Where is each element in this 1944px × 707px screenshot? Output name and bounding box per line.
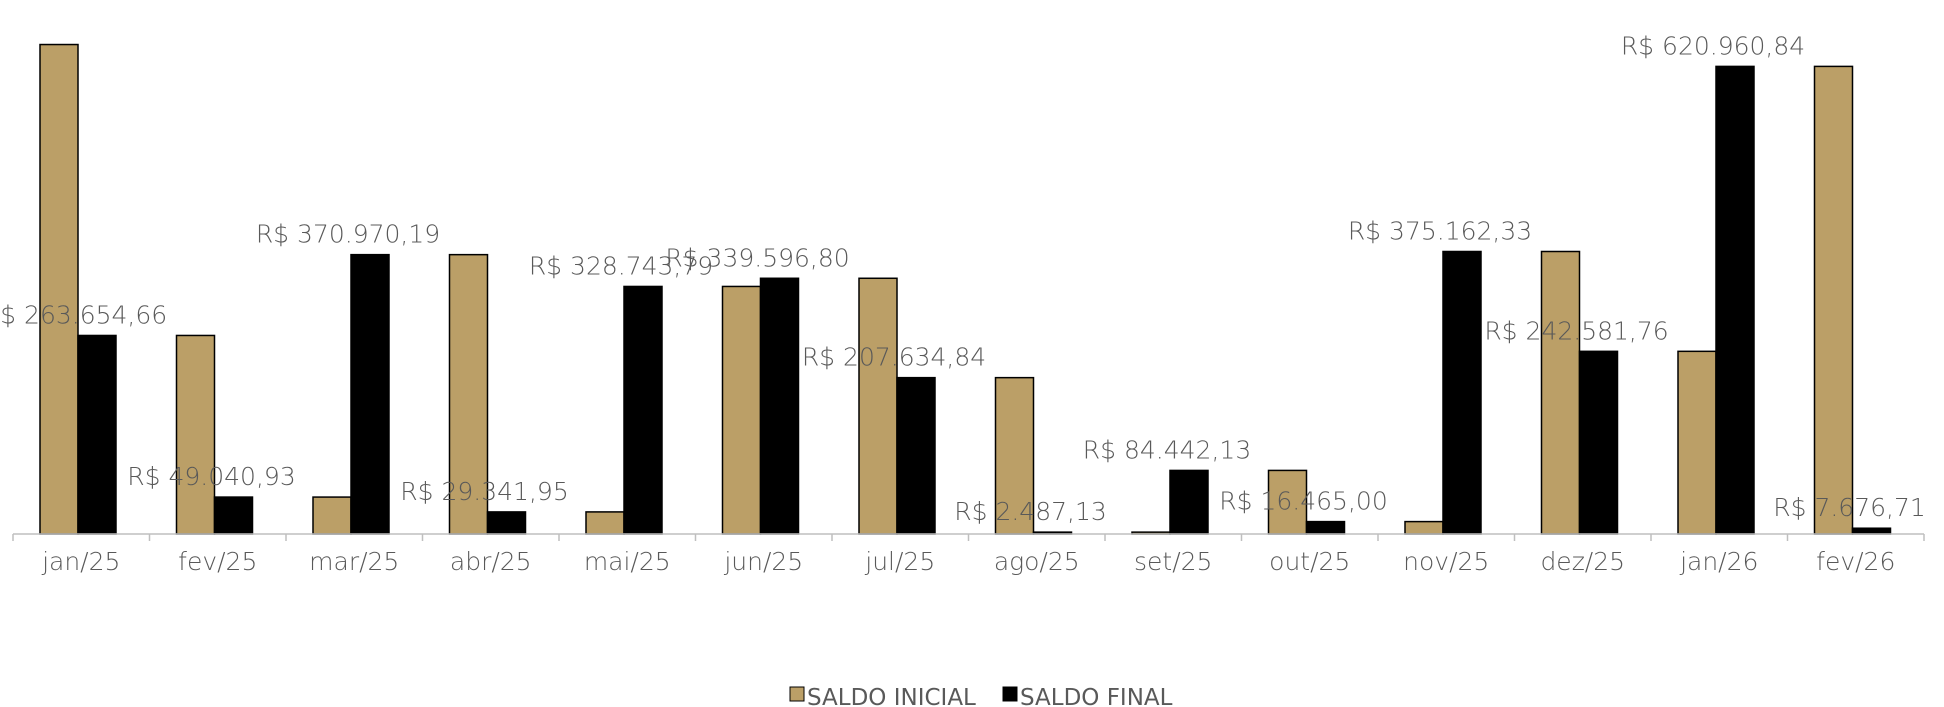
bar-saldo-inicial	[39, 43, 79, 535]
x-tick-label: abr/25	[450, 547, 532, 576]
bar-saldo-final	[896, 376, 936, 535]
bar-saldo-inicial	[1677, 350, 1717, 535]
x-tick-label: jan/26	[1679, 547, 1758, 576]
bar-saldo-inicial	[721, 285, 762, 535]
bar-saldo-inicial	[448, 253, 489, 535]
bar-saldo-final	[1715, 65, 1755, 535]
data-label: R$ 375.162,33	[1348, 216, 1532, 245]
bar-saldo-inicial	[175, 334, 216, 535]
data-label: R$ 16.465,00	[1219, 487, 1387, 516]
x-tick-label: ago/25	[994, 547, 1080, 576]
x-tick-label: set/25	[1134, 547, 1212, 576]
bar-saldo-final	[1169, 469, 1209, 535]
legend-label-saldo-inicial: SALDO INICIAL	[807, 685, 976, 707]
bar-saldo-inicial	[585, 511, 625, 535]
data-label: R$ 620.960,84	[1621, 31, 1805, 60]
bar-saldo-final	[350, 253, 390, 535]
legend-label-saldo-final: SALDO FINAL	[1020, 685, 1173, 707]
legend-swatch-saldo-final	[1002, 686, 1018, 702]
x-tick-label: mai/25	[584, 547, 671, 576]
x-tick-label: out/25	[1269, 547, 1350, 576]
data-label: R$ 339.596,80	[665, 243, 849, 272]
x-tick-label: nov/25	[1403, 547, 1489, 576]
x-tick-label: mar/25	[309, 547, 399, 576]
data-label: R$ 2.487,13	[954, 497, 1107, 526]
x-tick-label: jun/25	[723, 547, 803, 576]
data-label: R$ 328.743,79	[529, 251, 713, 280]
bar-saldo-inicial	[994, 376, 1035, 535]
bar-saldo-final	[77, 334, 117, 535]
bar-saldo-inicial	[1267, 469, 1308, 535]
bar-saldo-inicial	[858, 277, 898, 535]
bar-saldo-final	[486, 511, 527, 535]
data-label: R$ 49.040,93	[127, 462, 295, 491]
data-labels-layer: R$ 263.654,66 R$ 49.040,93 R$ 370.970,19 R$…	[0, 31, 1926, 526]
x-tick-label: jan/25	[41, 547, 120, 576]
bar-saldo-inicial	[1540, 250, 1581, 535]
data-label: R$ 29.341,95	[400, 477, 568, 506]
x-axis-ticks	[12, 534, 1925, 541]
data-label: R$ 7.676,71	[1773, 493, 1926, 522]
x-tick-label: fev/26	[1816, 547, 1895, 576]
data-label: R$ 207.634,84	[802, 343, 986, 372]
bars-layer	[39, 43, 1892, 535]
bar-saldo-inicial	[1813, 65, 1854, 535]
bar-saldo-final	[1305, 520, 1346, 535]
bar-saldo-final	[1851, 527, 1892, 535]
data-label: R$ 370.970,19	[256, 220, 440, 249]
data-label: R$ 84.442,13	[1083, 435, 1251, 464]
bar-saldo-final	[623, 285, 663, 535]
bar-saldo-inicial	[312, 496, 352, 535]
x-tick-label: jul/25	[864, 547, 935, 576]
x-tick-label: fev/25	[178, 547, 257, 576]
x-axis-tick-labels: jan/25 fev/25 mar/25 abr/25 mai/25 jun/25 jul/…	[41, 547, 1895, 576]
bar-saldo-inicial	[1404, 520, 1444, 535]
x-tick-label: dez/25	[1540, 547, 1625, 576]
bar-saldo-final	[1442, 250, 1482, 535]
data-label: R$ 263.654,66	[0, 300, 167, 329]
bar-saldo-final	[1578, 350, 1619, 535]
legend: SALDO INICIAL SALDO FINAL	[789, 685, 1173, 707]
legend-swatch-saldo-inicial	[789, 686, 805, 702]
bar-saldo-final	[759, 277, 800, 535]
bar-saldo-final	[213, 496, 254, 535]
data-label: R$ 242.581,76	[1484, 316, 1668, 345]
